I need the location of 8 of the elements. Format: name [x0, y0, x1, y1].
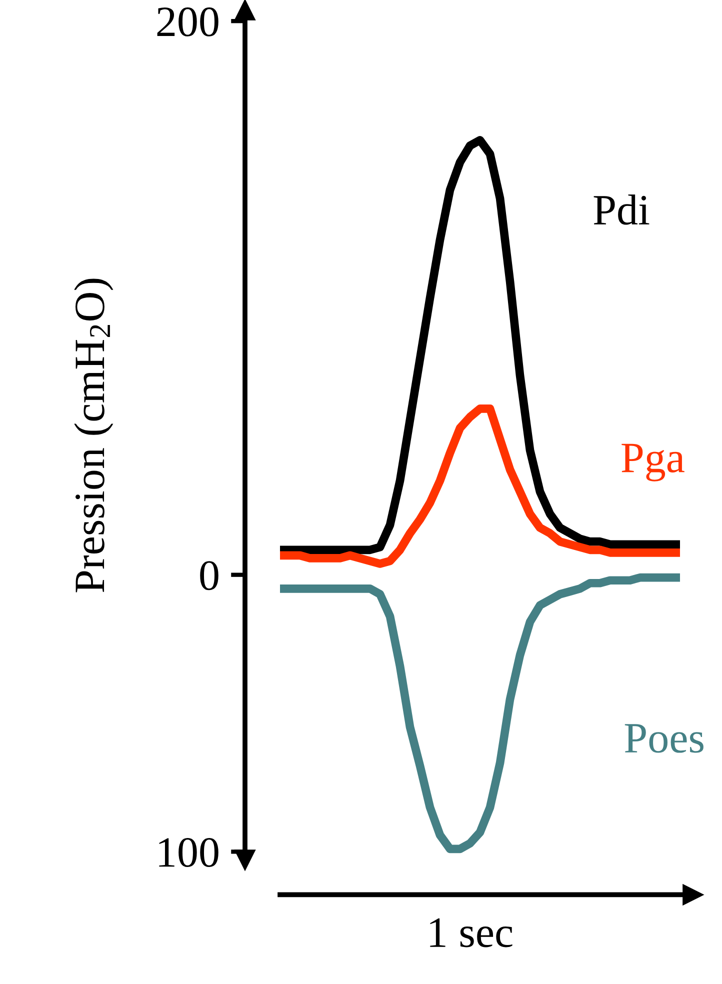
y-tick-label: 100: [159, 838, 218, 868]
text: Poes: [624, 724, 704, 753]
y-tick-label: 200: [157, 7, 218, 36]
y-tick-label: 0: [200, 561, 218, 590]
x-axis-title: 1 sec: [430, 918, 512, 948]
series-label: Pga: [622, 444, 684, 482]
text: Pdi: [594, 194, 650, 225]
y-axis-title: Pression (cmH$_{2}$O): [74, 278, 114, 592]
